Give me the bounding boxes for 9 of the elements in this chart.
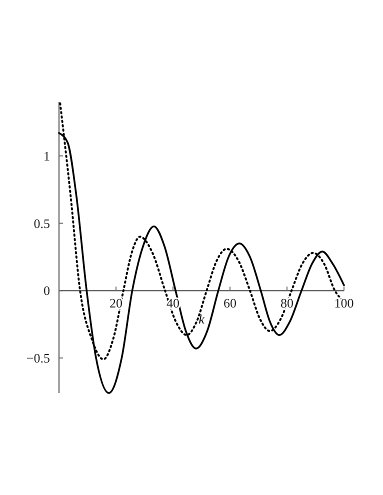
x-axis-title: k xyxy=(198,312,205,327)
y-tick-label: −0.5 xyxy=(26,350,50,366)
y-tick-label: 0 xyxy=(44,283,50,298)
x-tick-label: 80 xyxy=(280,296,294,311)
x-tick-label: 60 xyxy=(224,296,236,311)
y-tick-label: 1 xyxy=(44,148,50,164)
x-tick-label: 100 xyxy=(334,296,354,311)
y-tick-label: 0.5 xyxy=(34,216,50,231)
x-tick-label: 20 xyxy=(110,296,122,311)
